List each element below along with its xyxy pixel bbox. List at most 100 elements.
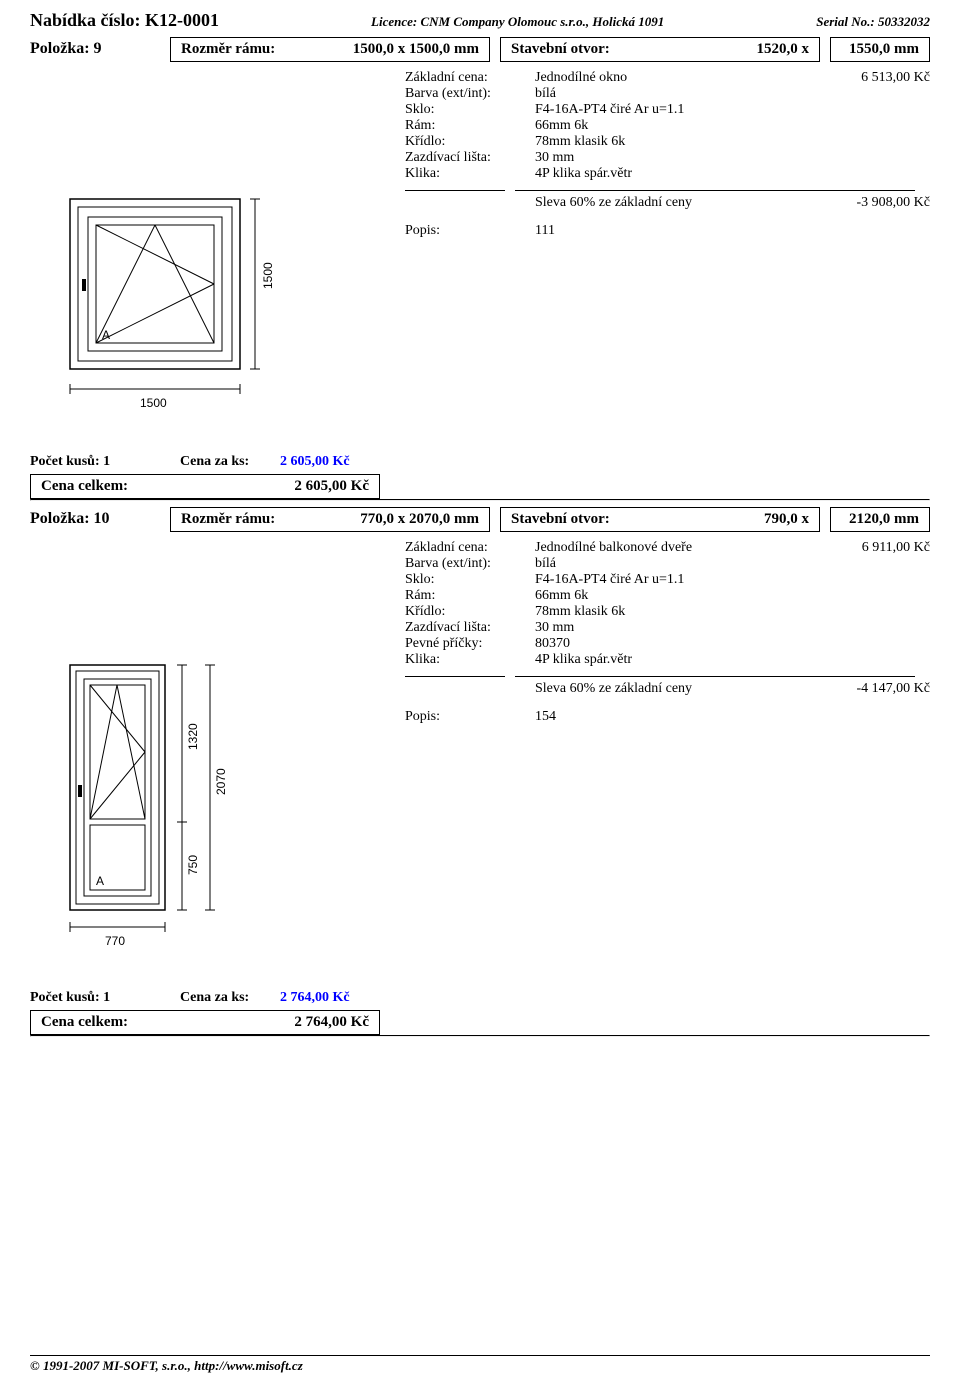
drawing-symbol-a: A [96,874,104,888]
description-label: Popis: [405,709,535,725]
dim-lower: 750 [186,855,200,875]
spec-label: Základní cena: [405,70,535,86]
total-label: Cena celkem: [41,478,128,495]
spec-label: Základní cena: [405,540,535,556]
spec-row: Pevné příčky:80370 [405,636,930,652]
spec-price [810,150,930,166]
spec-label: Rám: [405,588,535,604]
spec-label: Pevné příčky: [405,636,535,652]
spec-row: Barva (ext/int):bílá [405,556,930,572]
item1-header-row: Položka: 9 Rozměr rámu: 1500,0 x 1500,0 … [30,37,930,62]
page-footer: © 1991-2007 MI-SOFT, s.r.o., http://www.… [30,1355,930,1374]
spec-price [810,118,930,134]
opening-height: 2120,0 mm [849,511,919,527]
spec-value: Jednodílné balkonové dveře [535,540,810,556]
frame-size-label: Rozměr rámu: [181,511,275,527]
divider [405,190,505,191]
item1-opening-height-box: 1550,0 mm [830,37,930,62]
spec-value: 80370 [535,636,810,652]
dim-height: 1500 [261,262,275,289]
qty-label: Počet kusů: 1 [30,454,160,470]
spec-price [810,102,930,118]
spec-price [810,134,930,150]
spec-price [810,604,930,620]
spec-label: Sklo: [405,572,535,588]
divider [405,676,505,677]
total-label: Cena celkem: [41,1014,128,1031]
spec-price [810,620,930,636]
total-value: 2 605,00 Kč [294,478,369,495]
spec-label: Zazdívací lišta: [405,620,535,636]
spec-value: 30 mm [535,620,810,636]
spec-price [810,86,930,102]
divider [30,499,930,501]
qty-label: Počet kusů: 1 [30,990,160,1006]
description-label: Popis: [405,223,535,239]
total-value: 2 764,00 Kč [294,1014,369,1031]
total-price-box: Cena celkem: 2 764,00 Kč [30,1010,380,1035]
spec-row: Základní cena:Jednodílné okno6 513,00 Kč [405,70,930,86]
opening-height: 1550,0 mm [849,41,919,57]
discount-value: -4 147,00 Kč [810,681,930,697]
spec-row: Rám:66mm 6k [405,118,930,134]
spec-price: 6 513,00 Kč [810,70,930,86]
spec-value: bílá [535,556,810,572]
spec-value: 66mm 6k [535,588,810,604]
dim-full-height: 2070 [214,768,228,795]
spec-price [810,556,930,572]
divider [515,676,915,677]
spec-label: Křídlo: [405,604,535,620]
price-per-label: Cena za ks: [160,454,260,470]
item2-frame-size-box: Rozměr rámu: 770,0 x 2070,0 mm [170,507,490,532]
item2-opening-height-box: 2120,0 mm [830,507,930,532]
spec-price [810,636,930,652]
spec-value: F4-16A-PT4 čiré Ar u=1.1 [535,102,810,118]
spec-value: 78mm klasik 6k [535,134,810,150]
spec-row: Sklo:F4-16A-PT4 čiré Ar u=1.1 [405,102,930,118]
spec-price [810,652,930,668]
opening-value: 1520,0 x [757,41,810,58]
offer-number: Nabídka číslo: K12-0001 [30,10,219,31]
frame-size-label: Rozměr rámu: [181,41,275,57]
item1-opening-box: Stavební otvor: 1520,0 x [500,37,820,62]
item1-number: Položka: 9 [30,37,160,62]
dim-width: 770 [105,934,125,948]
serial-text: Serial No.: 50332032 [816,14,930,30]
spec-price: 6 911,00 Kč [810,540,930,556]
spec-label: Klika: [405,652,535,668]
spec-value: bílá [535,86,810,102]
item1-totals: Počet kusů: 1 Cena za ks: 2 605,00 Kč Ce… [30,454,930,501]
opening-label: Stavební otvor: [511,41,610,57]
frame-size-value: 770,0 x 2070,0 mm [360,511,479,528]
spec-price [810,572,930,588]
item1-discount-row: Sleva 60% ze základní ceny -3 908,00 Kč [405,195,930,211]
spec-row: Křídlo:78mm klasik 6k [405,134,930,150]
item2-opening-box: Stavební otvor: 790,0 x [500,507,820,532]
spec-value: 4P klika spár.větr [535,652,810,668]
item2-discount-row: Sleva 60% ze základní ceny -4 147,00 Kč [405,681,930,697]
spec-row: Klika:4P klika spár.větr [405,652,930,668]
item2-drawing: A 2070 1320 750 770 [60,655,930,960]
spec-value: Jednodílné okno [535,70,810,86]
spec-row: Zazdívací lišta:30 mm [405,150,930,166]
description-value: 111 [535,223,555,239]
spec-label: Zazdívací lišta: [405,150,535,166]
spec-row: Klika:4P klika spár.větr [405,166,930,182]
spec-row: Zazdívací lišta:30 mm [405,620,930,636]
price-per-value: 2 605,00 Kč [260,454,350,470]
item2-number: Položka: 10 [30,507,160,532]
spec-label: Barva (ext/int): [405,556,535,572]
spec-label: Klika: [405,166,535,182]
spec-value: 4P klika spár.větr [535,166,810,182]
spec-value: 30 mm [535,150,810,166]
price-per-value: 2 764,00 Kč [260,990,350,1006]
spec-row: Křídlo:78mm klasik 6k [405,604,930,620]
opening-label: Stavební otvor: [511,511,610,527]
spec-row: Základní cena:Jednodílné balkonové dveře… [405,540,930,556]
dim-width: 1500 [140,396,167,410]
spec-value: 66mm 6k [535,118,810,134]
discount-value: -3 908,00 Kč [810,195,930,211]
dim-upper: 1320 [186,723,200,750]
spec-row: Barva (ext/int):bílá [405,86,930,102]
spec-label: Křídlo: [405,134,535,150]
